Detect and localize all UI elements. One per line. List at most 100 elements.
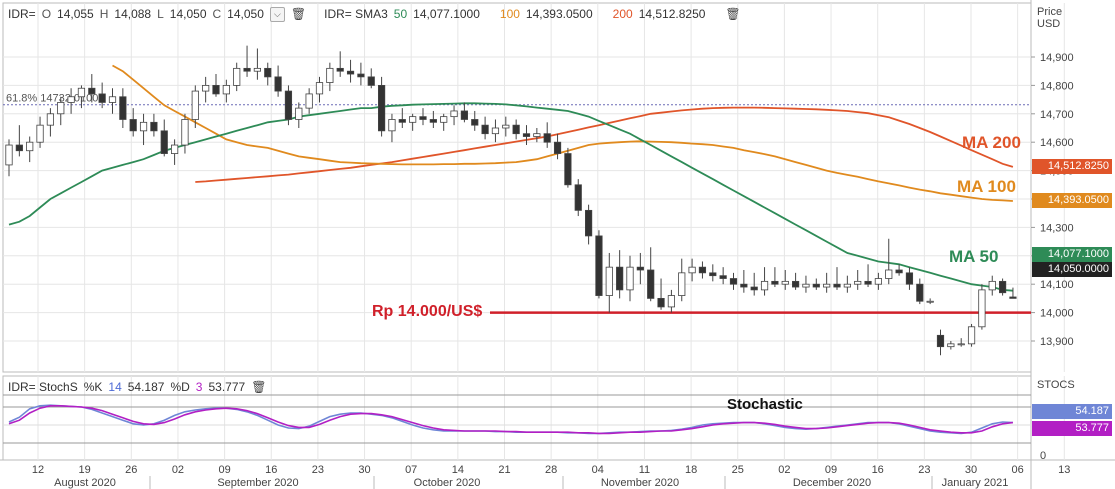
stoch-panel-frame xyxy=(2,375,1032,461)
candle-body xyxy=(512,124,520,135)
price-panel-frame xyxy=(2,2,1032,373)
month-label: January 2021 xyxy=(942,477,1009,489)
candle-body xyxy=(823,283,831,288)
candle-body xyxy=(978,289,986,328)
month-label: September 2020 xyxy=(217,477,298,489)
price-tick-label: 14,900 xyxy=(1040,52,1074,64)
candle-body xyxy=(181,119,189,146)
candle-body xyxy=(191,90,199,120)
candle-body xyxy=(812,283,820,288)
candle-body xyxy=(626,266,634,291)
close-tag: 14,050.0000 xyxy=(1032,262,1112,277)
candle-body xyxy=(108,96,117,103)
candle-body xyxy=(450,110,458,118)
grid-lines: 14,90014,80014,70014,60014,50014,40014,3… xyxy=(3,3,1074,460)
candle-body xyxy=(709,272,717,277)
open-value: 14,055 xyxy=(57,7,94,21)
stoch-d-tag: 53.777 xyxy=(1032,421,1112,436)
trash-icon[interactable]: 🗑 xyxy=(290,7,307,21)
price-tick-label: 13,900 xyxy=(1040,336,1074,348)
candle-body xyxy=(771,280,779,285)
candle-body xyxy=(999,280,1007,294)
high-label: H xyxy=(99,7,109,21)
candle-body xyxy=(491,127,500,135)
candle-body xyxy=(46,113,55,126)
open-label: O xyxy=(41,7,52,21)
support-annotation: Rp 14.000/US$ xyxy=(372,303,483,320)
chevron-down-icon[interactable]: ⌵ xyxy=(269,6,285,22)
candle-body xyxy=(854,280,862,285)
price-tick-label: 14,000 xyxy=(1040,308,1074,320)
candle-body xyxy=(667,295,676,308)
candle-body xyxy=(150,121,158,132)
stoch-k-period: 14 xyxy=(108,380,122,394)
price-axis-title: Price USD xyxy=(1037,6,1062,30)
day-tick-label: 09 xyxy=(218,464,230,476)
candle-body xyxy=(616,266,624,291)
candle-body xyxy=(916,283,924,302)
day-tick-label: 18 xyxy=(685,464,697,476)
candle-body xyxy=(647,269,655,299)
stoch-d-period: 3 xyxy=(195,380,203,394)
high-value: 14,088 xyxy=(114,7,152,21)
candle-body xyxy=(26,141,34,152)
candle-body xyxy=(688,266,696,274)
candle-body xyxy=(729,278,738,285)
candle-body xyxy=(388,119,396,132)
candle-body xyxy=(315,82,324,95)
sma200-period: 200 xyxy=(612,7,633,21)
candle-body xyxy=(377,85,386,132)
candle-body xyxy=(98,93,106,103)
day-tick-label: 16 xyxy=(265,464,277,476)
stoch-k-tag: 54.187 xyxy=(1032,404,1112,419)
candle-body xyxy=(988,280,996,291)
day-tick-label: 12 xyxy=(32,464,44,476)
candle-body xyxy=(543,133,551,143)
ma100-tag: 14,393.0500 xyxy=(1032,193,1112,208)
day-tick-label: 14 xyxy=(452,464,464,476)
candle-body xyxy=(926,300,934,303)
price-tick-label: 14,300 xyxy=(1040,222,1074,234)
candle-body xyxy=(564,153,572,186)
candle-body xyxy=(595,235,603,296)
candle-body xyxy=(678,272,686,296)
close-label: C xyxy=(212,7,222,21)
candle-body xyxy=(222,85,230,95)
candle-body xyxy=(895,269,903,274)
candle-body xyxy=(274,76,282,92)
low-label: L xyxy=(157,7,164,21)
candle-body xyxy=(947,343,955,348)
candle-body xyxy=(67,96,75,103)
candle-body xyxy=(864,280,872,285)
candle-body xyxy=(502,124,510,129)
candle-body xyxy=(264,67,272,78)
candle-body xyxy=(409,116,417,123)
candle-body xyxy=(170,144,179,154)
sma100-value: 14,393.0500 xyxy=(525,7,593,21)
candle-body xyxy=(719,275,727,279)
candle-body xyxy=(936,334,945,348)
candle-body xyxy=(346,70,355,75)
candle-body xyxy=(357,73,365,78)
candle-body xyxy=(967,326,976,345)
sma-trash-icon[interactable]: 🗑 xyxy=(725,7,741,21)
day-tick-label: 28 xyxy=(545,464,557,476)
candle-body xyxy=(471,119,479,126)
candle-body xyxy=(398,119,406,123)
stoch-axis-title: STOCS xyxy=(1037,379,1075,391)
candle-body xyxy=(657,297,665,308)
candle-body xyxy=(119,96,127,120)
day-tick-label: 26 xyxy=(125,464,137,476)
candle-body xyxy=(905,272,914,285)
candle-body xyxy=(760,280,769,291)
stoch-trash-icon[interactable]: 🗑 xyxy=(251,380,267,394)
price-tick-label: 14,100 xyxy=(1040,279,1074,291)
stoch-d-line xyxy=(8,404,1013,435)
close-value: 14,050 xyxy=(227,7,264,21)
day-tick-label: 16 xyxy=(872,464,884,476)
month-label: October 2020 xyxy=(414,477,481,489)
candle-body xyxy=(574,184,582,211)
candle-body xyxy=(233,67,241,86)
